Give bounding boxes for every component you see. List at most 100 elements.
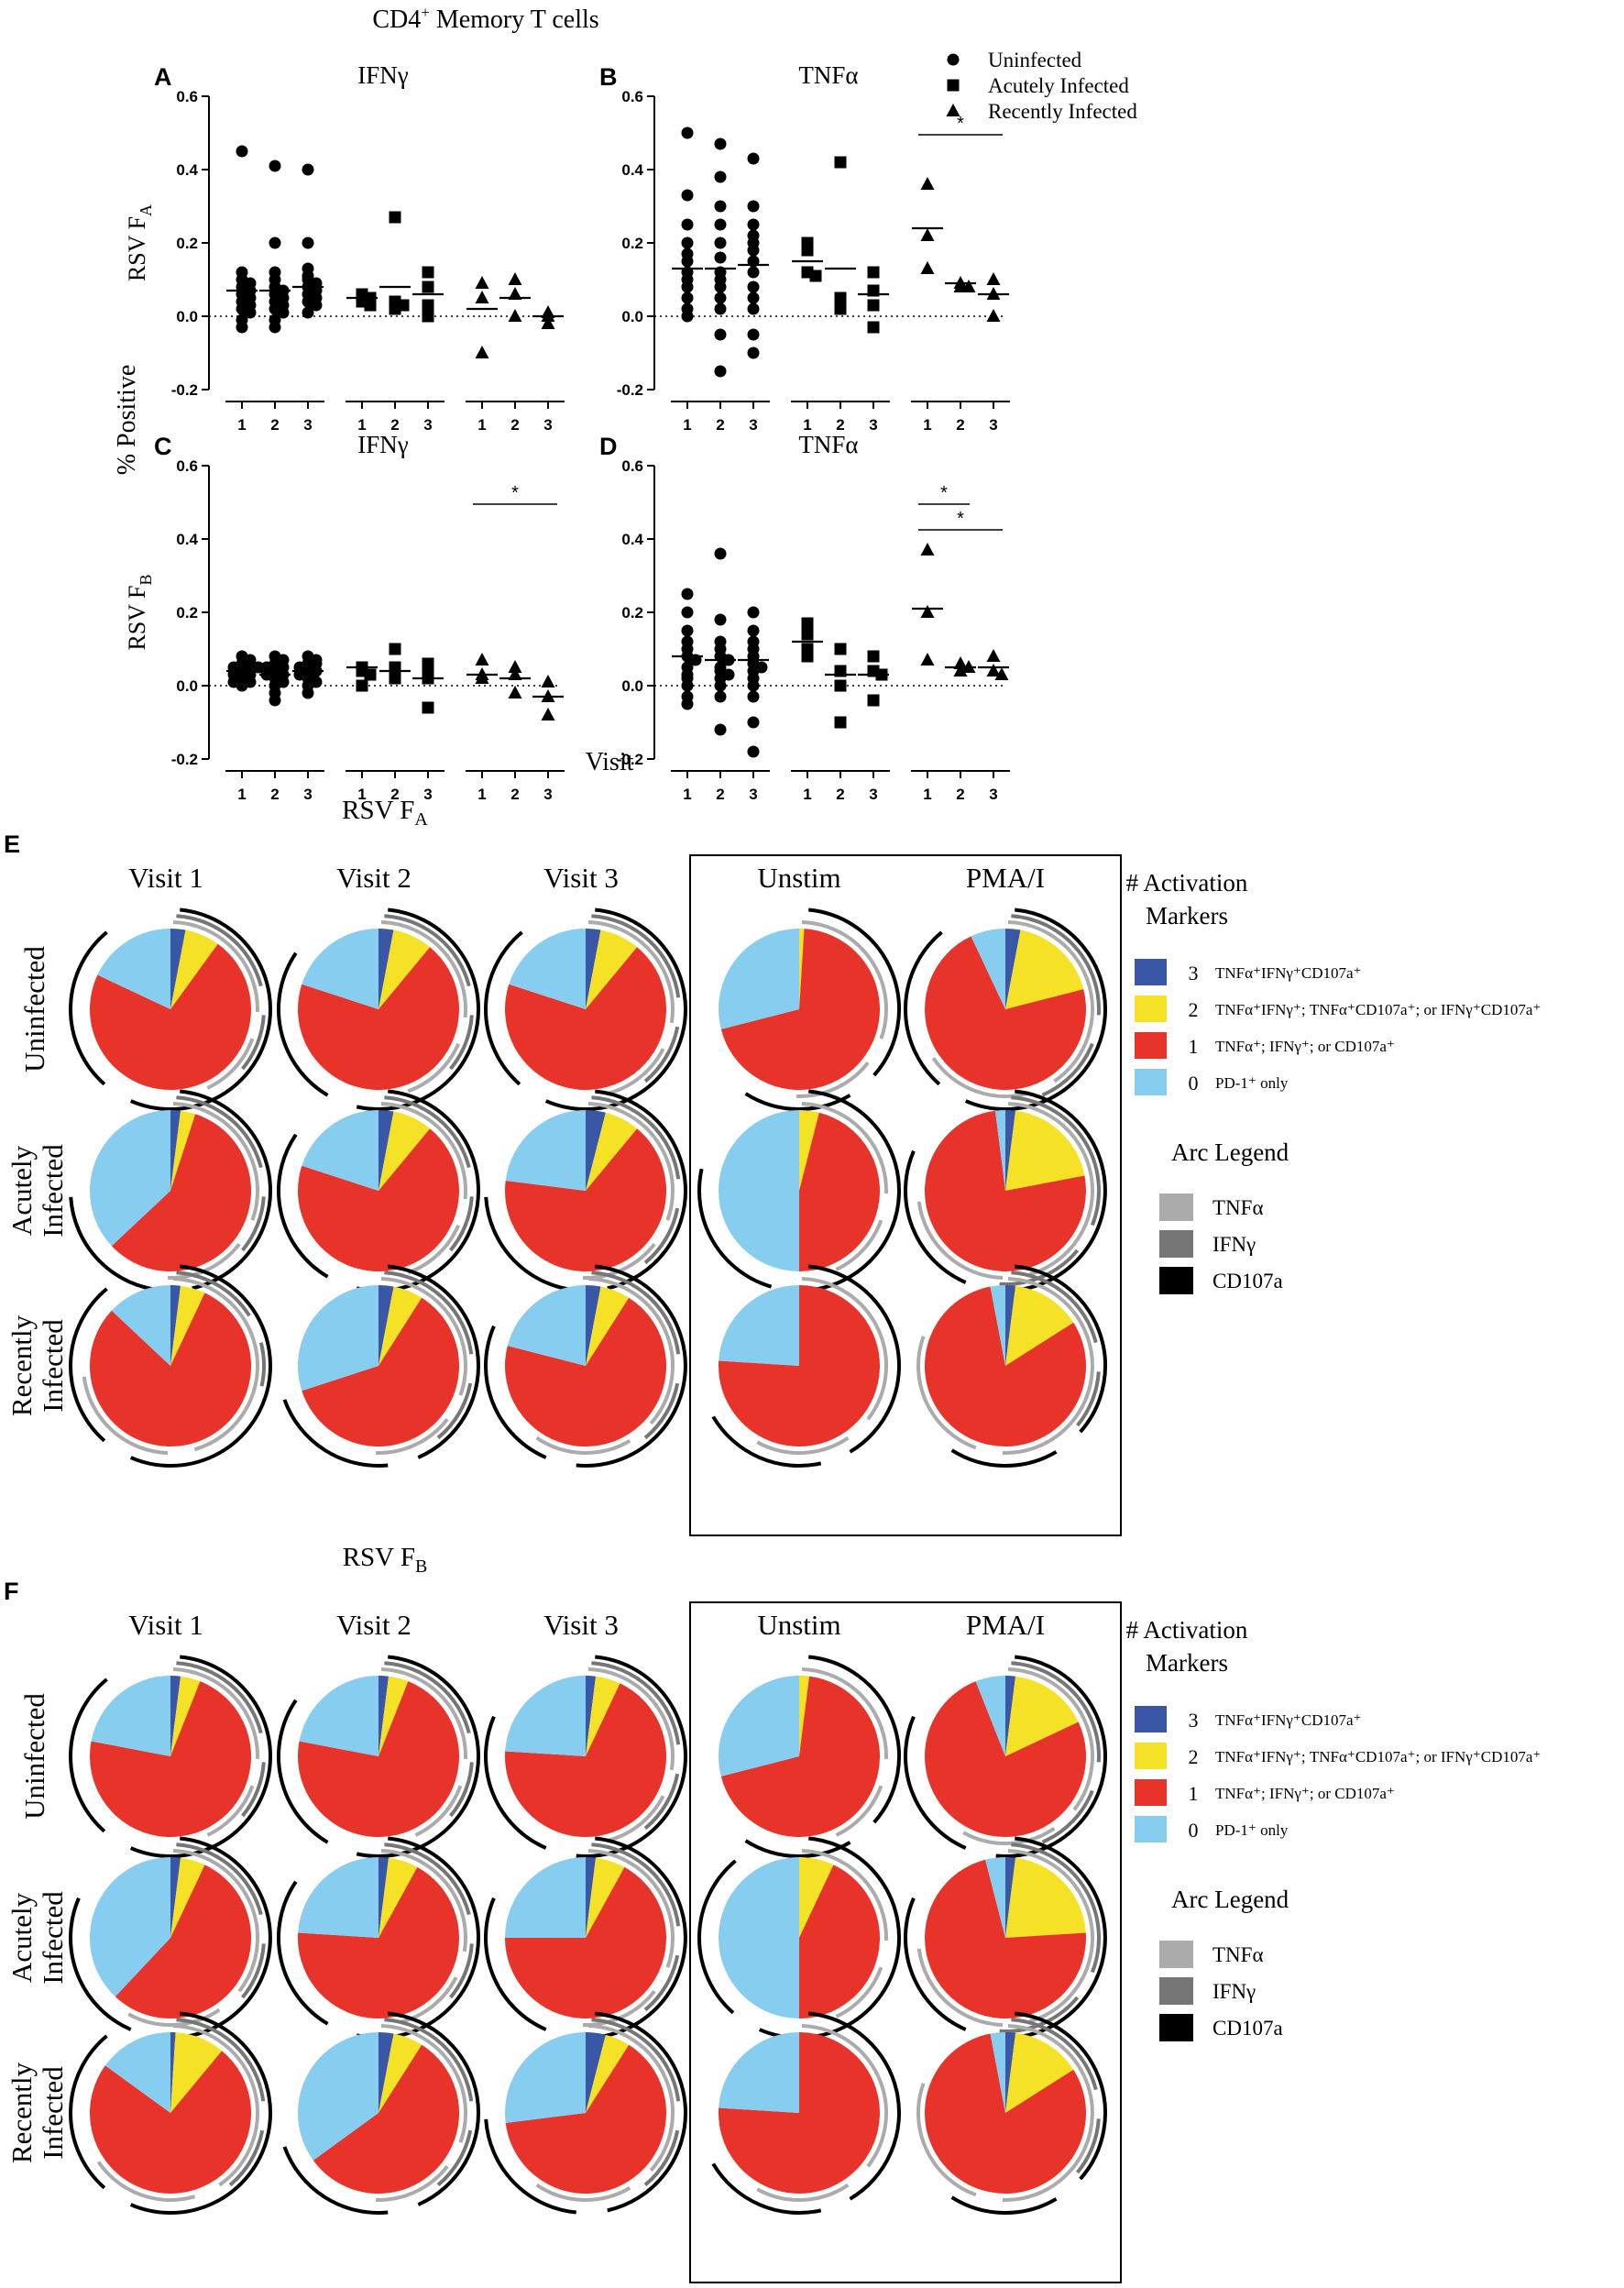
data-point-square	[422, 280, 434, 293]
y-tick-label: 0.0	[176, 677, 198, 695]
activation-arc-cd107a	[544, 908, 687, 1111]
activation-arc-tnfa	[962, 1826, 1056, 1845]
arc-legend-swatch-arc-ifng	[1159, 1977, 1193, 2005]
data-point-square	[422, 266, 434, 279]
data-point-triangle	[994, 667, 1009, 680]
y-axis-label-sub: B	[137, 574, 155, 585]
figure-title: CD4+ Memory T cells	[372, 4, 598, 34]
data-point-triangle	[961, 280, 976, 292]
data-point-triangle	[953, 656, 968, 669]
activation-arc-cd107a	[277, 1133, 329, 1279]
pie-slice-two-markers	[799, 1857, 834, 1938]
data-point-circle	[681, 698, 694, 710]
activation-arc-cd107a	[802, 1089, 902, 1292]
activation-arc-cd107a	[595, 2011, 688, 2213]
data-point-circle	[269, 321, 281, 334]
data-point-square	[867, 694, 880, 707]
y-tick-label: 0.2	[621, 604, 643, 622]
data-point-square	[801, 244, 814, 257]
pie-slice-zero-markers	[990, 2032, 1005, 2113]
x-tick-label: 1	[237, 786, 246, 803]
y-tick-label: 0.6	[176, 88, 198, 105]
pie-slice-zero-markers	[509, 929, 586, 1009]
y-tick-label: 0.6	[621, 88, 643, 105]
activation-arc-ifng	[591, 2018, 681, 2102]
data-point-circle	[714, 236, 727, 249]
legend-title: # Activation	[1126, 869, 1248, 896]
legend-label: TNFα⁺IFNγ⁺; TNFα⁺CD107a⁺; or IFNγ⁺CD107a…	[1215, 1748, 1541, 1766]
arc-legend-label: TNFα	[1213, 1943, 1264, 1966]
activation-arc-cd107a	[356, 1655, 480, 1858]
shared-x-label: Visit	[586, 748, 634, 776]
activation-arc-cd107a	[964, 908, 1107, 1111]
panel-title: TNFα	[798, 431, 858, 458]
activation-arc-tnfa	[380, 1667, 467, 1760]
data-point-circle	[747, 328, 760, 341]
activation-arc-cd107a	[950, 2195, 1058, 2215]
activation-arc-cd107a	[1015, 2011, 1107, 2181]
data-point-circle	[681, 280, 694, 293]
x-tick-label: 1	[357, 416, 366, 434]
legend-label: PD-1⁺ only	[1215, 1821, 1289, 1839]
pie-slice-zero-markers	[507, 1285, 586, 1366]
activation-arc-tnfa	[1007, 1102, 1094, 1277]
scatter-panel-b: B TNFα -0.2 0.0 0.2 0.4 0.6 1 2 3 1 2 3 1 2 3 *	[599, 61, 1010, 434]
data-point-triangle	[920, 543, 935, 556]
activation-arc-tnfa	[931, 1057, 1031, 1098]
pie-slice-two-markers	[379, 1111, 431, 1191]
activation-arc-tnfa	[407, 1224, 461, 1275]
data-point-triangle	[508, 309, 522, 322]
pie-slice-zero-markers	[719, 929, 799, 1029]
x-tick-label: 1	[803, 786, 811, 803]
data-point-triangle	[920, 605, 935, 618]
y-tick-label: 0.2	[176, 604, 198, 622]
pie-slice-three-markers	[379, 2032, 394, 2113]
activation-arc-tnfa	[82, 1376, 169, 1455]
pie-chart	[484, 1836, 687, 2040]
control-box	[689, 854, 1122, 1536]
data-point-circle	[714, 679, 727, 692]
activation-arc-tnfa	[407, 1042, 461, 1094]
pie-slice-three-markers	[586, 1110, 606, 1191]
pie-slice-one-marker	[505, 1128, 666, 1271]
pie-slice-zero-markers	[104, 2032, 170, 2113]
pie-slice-two-markers	[586, 1676, 620, 1756]
panel-title: IFNγ	[357, 61, 409, 89]
activation-arc-cd107a	[808, 1655, 901, 1824]
data-point-circle	[747, 624, 760, 637]
activation-arc-cd107a	[904, 1897, 967, 2031]
pie-slice-two-markers	[586, 2034, 630, 2113]
panel-title: IFNγ	[357, 431, 409, 458]
activation-arc-tnfa	[835, 1785, 883, 1837]
activation-arc-ifng	[449, 1015, 474, 1071]
activation-arc-cd107a	[595, 1089, 687, 1291]
data-point-circle	[714, 280, 727, 293]
x-tick-label: 2	[836, 416, 844, 434]
activation-arc-cd107a	[388, 2011, 481, 2206]
activation-arc-cd107a	[744, 1092, 851, 1111]
pie-slice-two-markers	[379, 1857, 418, 1938]
activation-arc-tnfa	[916, 2083, 977, 2197]
activation-arc-ifng	[449, 1943, 474, 1999]
pie-slice-one-marker	[504, 947, 666, 1090]
data-point-circle	[747, 292, 760, 304]
activation-arc-tnfa	[1002, 2024, 1094, 2202]
row-label: Uninfected	[18, 946, 50, 1072]
activation-arc-cd107a	[808, 908, 901, 1077]
pie-slice-two-markers	[799, 1110, 819, 1191]
arc-legend-swatch-arc-tnfa	[1159, 1194, 1193, 1221]
y-tick-label: 0.6	[621, 457, 643, 475]
pie-slice-one-marker	[505, 2044, 667, 2194]
data-point-circle	[714, 365, 727, 378]
activation-arc-cd107a	[69, 1897, 132, 2031]
activation-arc-cd107a	[277, 952, 329, 1097]
y-tick-label: 0.4	[176, 531, 198, 548]
panel-letter: C	[154, 433, 172, 460]
pie-chart	[69, 1089, 272, 1292]
row-label-line: Uninfected	[18, 1693, 50, 1820]
y-tick-label: -0.2	[171, 381, 198, 399]
data-point-circle	[714, 138, 727, 150]
x-tick-label: 2	[716, 416, 724, 434]
x-tick-label: 2	[270, 786, 279, 803]
